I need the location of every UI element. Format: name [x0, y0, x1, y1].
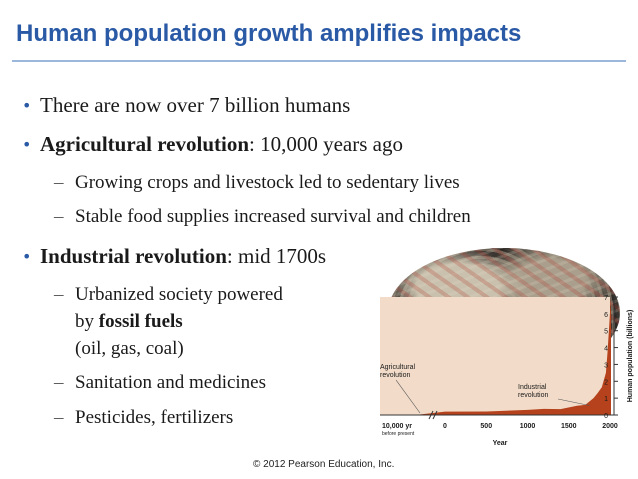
y-tick-label: 0 [604, 413, 608, 420]
x-tick-label: 10,000 yr [382, 423, 412, 430]
bullet-glyph: • [22, 247, 32, 266]
annotation-agricultural-line2: revolution [380, 372, 410, 379]
bullet-glyph: • [22, 135, 32, 154]
sub-item-text: by [75, 311, 99, 332]
y-tick-label: 3 [604, 362, 608, 369]
y-tick-label: 6 [604, 312, 608, 319]
sub-item-bold-term: fossil fuels [98, 311, 183, 332]
dash-glyph: – [54, 372, 64, 393]
dash-glyph: – [54, 284, 64, 305]
sub-item: – Stable food supplies increased surviva… [54, 206, 471, 228]
axis-break-mark [432, 410, 438, 420]
x-tick-label: 500 [480, 423, 492, 430]
annotation-agricultural: Agricultural [380, 364, 415, 371]
title-divider [12, 60, 626, 62]
sub-item-text: Pesticides, fertilizers [75, 407, 234, 428]
annotation-leader-line [395, 379, 421, 414]
sub-item-continued: by fossil fuels [75, 311, 183, 333]
annotation-industrial: Industrial [518, 384, 547, 391]
x-tick-label: 2000 [602, 423, 618, 430]
dash-glyph: – [54, 206, 64, 227]
bullet-text: There are now over 7 billion humans [40, 93, 351, 117]
slide-title: Human population growth amplifies impact… [16, 20, 522, 47]
sub-item: – Sanitation and medicines [54, 372, 267, 394]
x-tick-label: 1000 [520, 423, 536, 430]
sub-item-text: (oil, gas, coal) [75, 338, 184, 359]
x-tick-label-suffix: before present [382, 431, 415, 437]
sub-item: – Urbanized society powered [54, 284, 283, 306]
y-tick-label: 4 [604, 346, 608, 353]
bullet-text: : mid 1700s [226, 244, 327, 268]
bullet-bold-term: Industrial revolution [40, 244, 227, 268]
copyright-notice: © 2012 Pearson Education, Inc. [253, 459, 395, 470]
sub-item-text: Stable food supplies increased survival … [75, 206, 471, 227]
bullet-glyph: • [22, 96, 32, 115]
dash-glyph: – [54, 172, 64, 193]
y-axis-label: Human population (billions) [627, 310, 634, 403]
y-tick-label: 2 [604, 379, 608, 386]
sub-item: – Pesticides, fertilizers [54, 407, 234, 429]
sub-item-text: Growing crops and livestock led to seden… [75, 172, 460, 193]
x-axis-label: Year [493, 440, 508, 447]
population-area [390, 297, 611, 415]
plot-background [380, 297, 610, 415]
sub-item: – Growing crops and livestock led to sed… [54, 172, 460, 194]
sub-item-text: Urbanized society powered [75, 284, 283, 305]
sub-item-continued: (oil, gas, coal) [75, 338, 184, 360]
x-tick-label: 1500 [561, 423, 577, 430]
bullet-population: • There are now over 7 billion humans [22, 93, 351, 118]
bullet-agricultural: • Agricultural revolution: 10,000 years … [22, 132, 403, 157]
annotation-industrial-line2: revolution [518, 392, 548, 399]
bullet-bold-term: Agricultural revolution [40, 132, 250, 156]
y-tick-label: 7 [604, 295, 608, 302]
y-tick-label: 5 [604, 329, 608, 336]
y-tick-label: 1 [604, 396, 608, 403]
x-tick-label: 0 [443, 423, 447, 430]
bullet-industrial: • Industrial revolution: mid 1700s [22, 244, 327, 269]
sub-item-text: Sanitation and medicines [75, 372, 267, 393]
bullet-text: : 10,000 years ago [249, 132, 403, 156]
dash-glyph: – [54, 407, 64, 428]
axis-break-mark [428, 410, 434, 420]
annotation-leader-line [557, 398, 590, 406]
